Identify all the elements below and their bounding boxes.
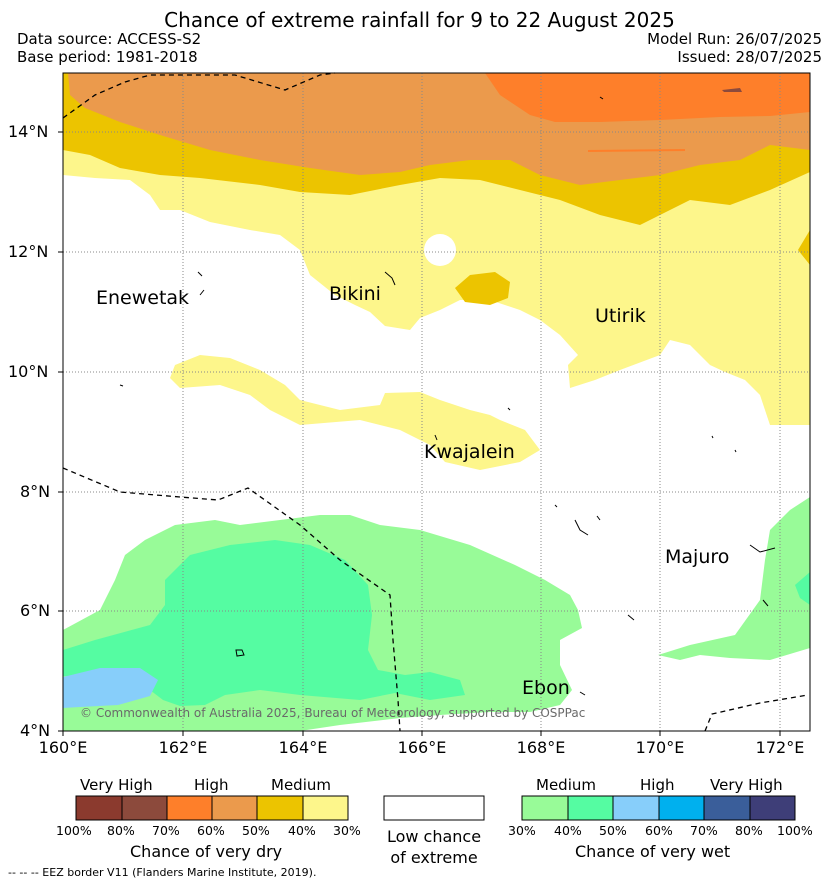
wet-50-60-region [63,668,158,708]
low-chance-label-line2: of extreme [390,848,478,867]
place-label-majuro: Majuro [665,546,730,568]
wet-tick: 60% [645,823,673,838]
place-label-enewetak: Enewetak [96,287,190,309]
dry-40-50-region [455,272,510,305]
dry-tick: 70% [152,823,180,838]
wet-category-very-high: Very High [710,776,783,794]
place-label-utirik: Utirik [595,305,646,327]
low-chance-label-line1: Low chance [386,827,482,846]
island-outlines [119,96,776,696]
lat-label: 6°N [20,601,51,620]
wet-tick: 30% [508,823,536,838]
wet-tick: 50% [599,823,627,838]
dry-tick: 50% [242,823,270,838]
low-chance-swatch [383,795,485,821]
wet-legend-bar [521,795,796,821]
lon-label: 164°E [278,738,328,757]
lat-label: 10°N [8,362,49,381]
dry-tick: 40% [288,823,316,838]
wet-tick: 80% [735,823,763,838]
wet-40-50-region [795,572,810,605]
lon-label: 172°E [755,738,805,757]
dry-40-50-region [798,230,810,265]
dry-tick: 60% [197,823,225,838]
dry-tick: 80% [107,823,135,838]
dry-tick: 100% [56,823,92,838]
wet-category-medium: Medium [536,776,596,794]
lat-label: 8°N [20,482,51,501]
place-label-ebon: Ebon [522,677,570,699]
copyright-notice: © Commonwealth of Australia 2025, Bureau… [80,706,586,720]
data-source: Data source: ACCESS-S2 [17,30,202,48]
eez-border [62,72,809,732]
lat-label: 4°N [20,721,51,740]
lon-label: 170°E [635,738,685,757]
wet-category-high: High [640,776,675,794]
base-period: Base period: 1981-2018 [17,48,198,66]
place-label-kwajalein: Kwajalein [424,441,515,463]
wet-30-40-region [658,497,810,660]
wet-tick: 70% [690,823,718,838]
lon-label: 166°E [397,738,447,757]
probability-shading [63,73,810,731]
dry-tick: 30% [333,823,361,838]
dry-category-very-high: Very High [80,776,153,794]
dry-legend-title: Chance of very dry [130,842,283,861]
lat-label: 12°N [8,242,49,261]
wet-legend-title: Chance of very wet [575,842,731,861]
wet-40-50-region [63,540,465,706]
place-label-bikini: Bikini [329,283,381,305]
model-run: Model Run: 26/07/2025 [647,30,822,48]
wet-tick: 100% [777,823,813,838]
wet-tick: 40% [554,823,582,838]
dry-category-medium: Medium [271,776,331,794]
lat-label: 14°N [8,122,49,141]
lon-label: 160°E [38,738,88,757]
issued-date: Issued: 28/07/2025 [677,48,822,66]
lon-label: 162°E [158,738,208,757]
eez-footnote: -- -- -- EEZ border V11 (Flanders Marine… [8,866,317,879]
lon-label: 168°E [516,738,566,757]
dry-legend-bar [75,795,349,821]
map-title: Chance of extreme rainfall for 9 to 22 A… [164,8,675,32]
dry-60-70-region [485,73,810,122]
dry-category-high: High [194,776,229,794]
dry-30-40-region [170,355,540,470]
